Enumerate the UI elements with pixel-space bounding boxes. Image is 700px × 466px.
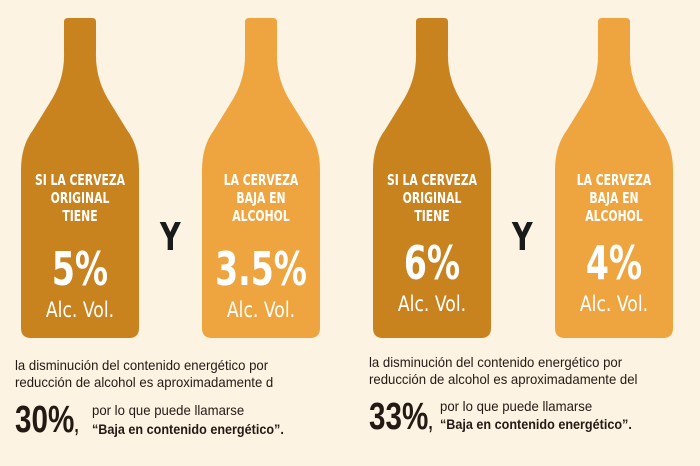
- reduction-percent-2-comma: ,: [428, 412, 433, 434]
- bottle-reduced-2-shape: [555, 18, 673, 338]
- bottle-reduced-2-text: LA CERVEZA BAJA EN ALCOHOL: [567, 171, 661, 225]
- bottle-reduced-1-shape: [202, 18, 320, 338]
- reduction-percent-2-value: 33%: [369, 396, 429, 438]
- bottle-original-2: SI LA CERVEZA ORIGINAL TIENE 6% Alc. Vol…: [367, 18, 497, 340]
- claim-2: “Baja en contenido energético”.: [440, 416, 632, 432]
- bottle-original-1-text: SI LA CERVEZA ORIGINAL TIENE: [33, 171, 127, 225]
- description-2-line-2: reducción de alcohol es aproximadamente …: [369, 371, 638, 387]
- bottle-reduced-2-line-2: BAJA EN: [589, 189, 639, 207]
- bottle-original-2-text: SI LA CERVEZA ORIGINAL TIENE: [385, 171, 479, 225]
- description-1-line-2: reducción de alcohol es aproximadamente …: [15, 374, 274, 390]
- bottle-reduced-2-percent: 4%: [585, 236, 643, 290]
- bottle-original-2-shape: [373, 18, 491, 338]
- claim-1: “Baja en contenido energético”.: [92, 421, 284, 437]
- bottle-reduced-2-unit: Alc. Vol.: [579, 292, 649, 316]
- bottle-original-2-line-3: TIENE: [414, 207, 450, 225]
- description-1-line-1: la disminución del contenido energético …: [15, 357, 269, 373]
- bottle-reduced-1-percent: 3.5%: [215, 242, 307, 296]
- bottle-original-2-unit: Alc. Vol.: [397, 292, 467, 316]
- bottle-original-1-shape: [21, 18, 139, 338]
- phrase-1: por lo que puede llamarse: [92, 402, 245, 418]
- bottle-reduced-1-line-3: ALCOHOL: [232, 207, 290, 225]
- reduction-percent-1-comma: ,: [74, 415, 79, 437]
- bottle-reduced-2: LA CERVEZA BAJA EN ALCOHOL 4% Alc. Vol.: [549, 18, 679, 340]
- reduction-percent-2: 33%,: [369, 398, 433, 436]
- bottle-original-2-line-1: SI LA CERVEZA: [386, 171, 478, 189]
- connector-y-2: Y: [512, 215, 533, 259]
- reduction-percent-1-value: 30%: [15, 399, 75, 441]
- bottle-reduced-2-line-3: ALCOHOL: [585, 207, 643, 225]
- bottle-original-1: SI LA CERVEZA ORIGINAL TIENE 5% Alc. Vol…: [15, 18, 145, 340]
- description-2: la disminución del contenido energético …: [369, 354, 637, 388]
- bottle-reduced-1-unit: Alc. Vol.: [226, 298, 296, 322]
- description-1: la disminución del contenido energético …: [15, 357, 273, 391]
- bottle-original-1-line-2: ORIGINAL: [50, 189, 110, 207]
- reduction-percent-1: 30%,: [15, 401, 79, 439]
- bottle-original-1-unit: Alc. Vol.: [45, 298, 115, 322]
- phrase-2: por lo que puede llamarse: [440, 398, 593, 414]
- bottle-reduced-2-line-1: LA CERVEZA: [576, 171, 652, 189]
- description-2-line-1: la disminución del contenido energético …: [369, 354, 623, 370]
- bottle-reduced-1-text: LA CERVEZA BAJA EN ALCOHOL: [214, 171, 308, 225]
- bottle-original-2-percent: 6%: [403, 236, 461, 290]
- bottle-original-1-line-1: SI LA CERVEZA: [34, 171, 126, 189]
- bottle-original-1-percent: 5%: [51, 242, 109, 296]
- bottle-reduced-1-line-2: BAJA EN: [236, 189, 286, 207]
- connector-y-1: Y: [160, 215, 181, 259]
- bottle-reduced-1: LA CERVEZA BAJA EN ALCOHOL 3.5% Alc. Vol…: [196, 18, 326, 340]
- bottle-original-2-line-2: ORIGINAL: [402, 189, 462, 207]
- bottle-original-1-line-3: TIENE: [62, 207, 98, 225]
- bottle-reduced-1-line-1: LA CERVEZA: [223, 171, 299, 189]
